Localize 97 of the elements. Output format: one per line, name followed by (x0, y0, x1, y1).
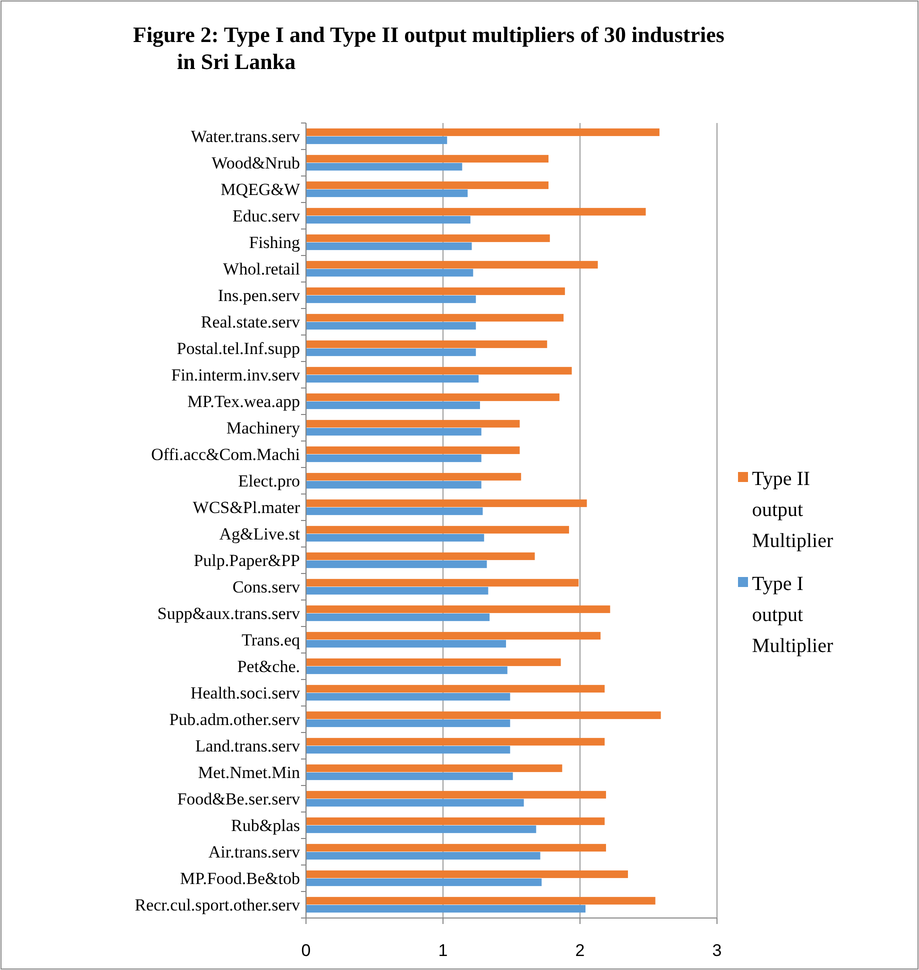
bar (306, 287, 565, 296)
bar (306, 242, 472, 250)
bar (306, 534, 484, 542)
bar (306, 234, 550, 242)
bar (306, 374, 479, 383)
y-tick-label: Supp&aux.trans.serv (157, 604, 300, 624)
bar (306, 295, 476, 304)
bar (306, 666, 508, 674)
bar (306, 658, 561, 666)
y-tick-label: Trans.eq (242, 630, 300, 650)
bar (306, 560, 487, 568)
y-tick-label: Water.trans.serv (190, 127, 300, 146)
bar (306, 499, 587, 508)
bar (306, 692, 510, 701)
bar (306, 896, 656, 905)
bar (306, 128, 660, 136)
bar (306, 605, 610, 614)
y-tick-label: MQEG&W (220, 180, 301, 200)
bar (306, 401, 480, 410)
y-tick-label: Ins.pen.serv (218, 286, 300, 306)
y-tick-label: Real.state.serv (200, 312, 300, 332)
y-tick-label: Pub.adm.other.serv (169, 710, 300, 730)
bar (306, 844, 606, 852)
y-tick-label: Educ.serv (232, 206, 300, 226)
bar (306, 719, 510, 728)
bar (306, 366, 572, 375)
bar (306, 552, 535, 560)
bar (306, 772, 513, 780)
y-tick-label: Wood&Nrub (212, 154, 300, 173)
bar (306, 454, 482, 462)
bar (306, 632, 601, 640)
bar (306, 870, 628, 878)
y-tick-label: WCS&Pl.mater (192, 498, 300, 518)
y-tick-label: Ag&Live.st (219, 524, 300, 544)
bar (306, 526, 570, 534)
y-tick-label: Fin.interm.inv.serv (171, 366, 300, 385)
y-tick-label: Fishing (248, 233, 300, 252)
y-tick-label: MP.Food.Be&tob (180, 869, 300, 888)
bar (306, 393, 560, 402)
y-tick-label: Cons.serv (232, 578, 300, 597)
bar (306, 162, 462, 171)
bar (306, 428, 482, 436)
y-tick-label: Land.trans.serv (195, 736, 300, 756)
bar (306, 613, 490, 622)
x-tick-label: 0 (301, 940, 311, 960)
bar (306, 790, 606, 799)
bar (306, 586, 488, 595)
bar (306, 746, 510, 754)
bar (306, 472, 522, 481)
bar (306, 878, 542, 886)
x-tick-label: 3 (712, 940, 722, 960)
bar (306, 189, 468, 198)
bar (306, 154, 548, 163)
y-tick-label: Machinery (226, 418, 300, 438)
y-tick-label: Met.Nmet.Min (198, 763, 300, 782)
bar (306, 446, 520, 454)
bar (306, 181, 548, 190)
y-tick-label: Pet&che. (237, 657, 300, 676)
bar (306, 268, 474, 277)
bar (306, 904, 586, 913)
legend-label: Type I output Multiplier (752, 573, 834, 657)
bar (306, 322, 476, 330)
x-tick-label: 1 (438, 940, 448, 960)
y-tick-label: Offi.acc&Com.Machi (151, 445, 300, 464)
bar (306, 711, 661, 720)
y-tick-label: Recr.cul.sport.other.serv (134, 896, 300, 915)
bar (306, 578, 579, 587)
legend-label: Type II output Multiplier (752, 468, 834, 552)
bar (306, 314, 564, 322)
y-tick-label: Whol.retail (223, 260, 300, 279)
bar (306, 507, 483, 516)
y-tick-label: Health.soci.serv (190, 684, 300, 703)
x-tick-label: 2 (575, 940, 585, 960)
y-tick-label: Food&Be.ser.serv (177, 790, 300, 809)
bar (306, 216, 470, 224)
bar (306, 348, 476, 356)
bar (306, 340, 548, 348)
bar (306, 817, 605, 826)
chart-title: Figure 2: Type I and Type II output multipliers of 30 industries in Sri Lanka (133, 22, 725, 74)
bar (306, 136, 448, 144)
bar (306, 764, 562, 772)
bar (306, 825, 536, 834)
y-tick-label: Rub&plas (231, 816, 300, 836)
bar (306, 852, 540, 860)
y-tick-label: Pulp.Paper&PP (194, 551, 300, 570)
y-tick-label: Elect.pro (238, 472, 300, 491)
bar (306, 798, 524, 807)
bar (306, 640, 506, 648)
y-tick-label: MP.Tex.wea.app (187, 392, 300, 412)
bar (306, 738, 605, 746)
bar (306, 260, 598, 269)
y-tick-label: Air.trans.serv (208, 842, 300, 862)
bar (306, 480, 482, 489)
bar (306, 420, 520, 428)
y-tick-label: Postal.tel.Inf.supp (176, 339, 300, 358)
bar (306, 684, 605, 693)
bar (306, 208, 646, 216)
